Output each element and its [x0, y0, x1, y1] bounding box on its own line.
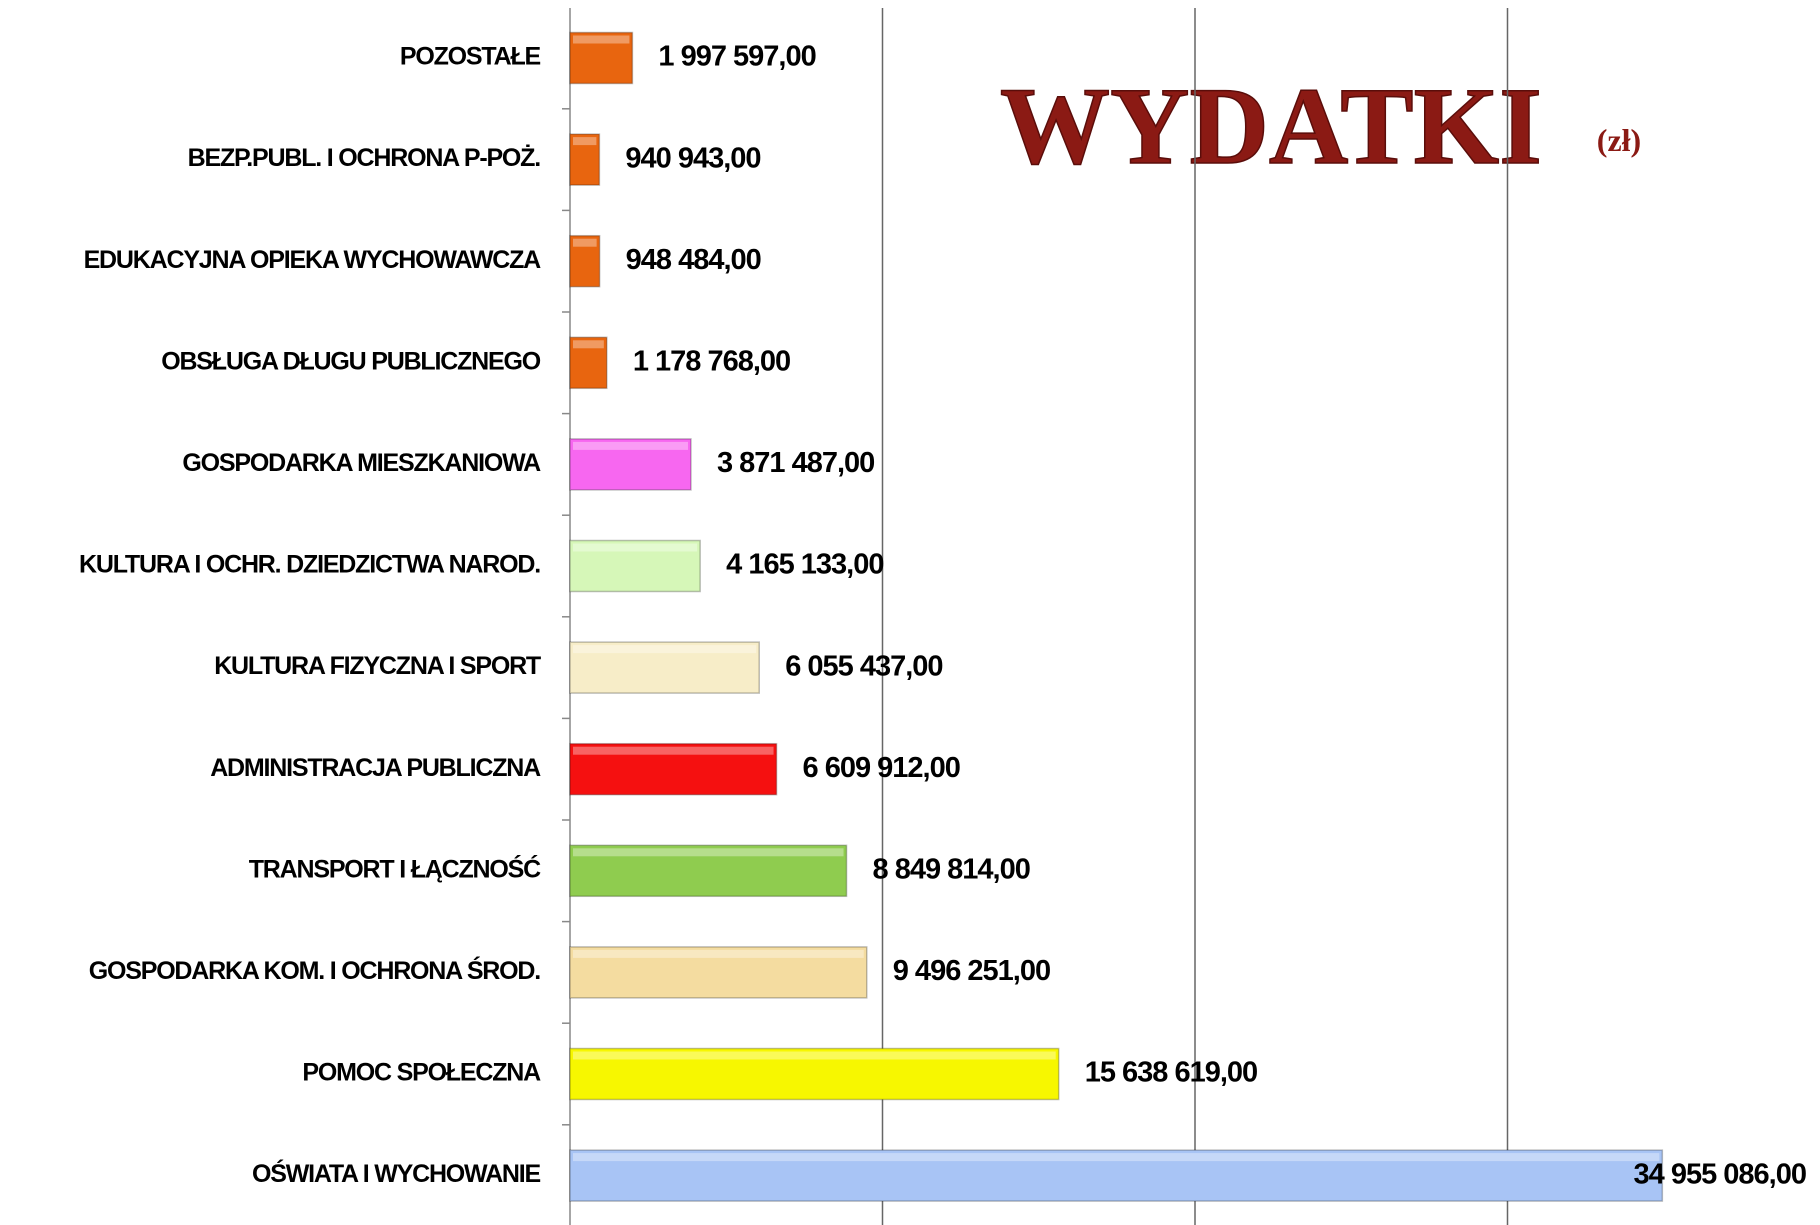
bar [569, 742, 778, 796]
category-label: TRANSPORT I ŁĄCZNOŚĆ [249, 853, 541, 883]
category-label: ADMINISTRACJA PUBLICZNA [210, 754, 541, 782]
category-label: GOSPODARKA KOM. I OCHRONA ŚROD. [89, 955, 540, 985]
value-label: 940 943,00 [625, 142, 760, 174]
bar [569, 1149, 1664, 1202]
category-label: EDUKACYJNA OPIEKA WYCHOWAWCZA [84, 246, 542, 274]
value-label: 34 955 086,00 [1634, 1158, 1806, 1190]
category-label: POMOC SPOŁECZNA [302, 1059, 541, 1087]
bar-highlight [573, 645, 757, 654]
bar-highlight [573, 238, 597, 247]
value-label: 6 055 437,00 [785, 650, 942, 682]
value-label: 3 871 487,00 [717, 447, 874, 479]
bar-highlight [573, 441, 688, 450]
bar [569, 336, 608, 390]
chart-subtitle: (zł) [1597, 122, 1641, 158]
category-label: GOSPODARKA MIESZKANIOWA [182, 449, 541, 477]
bar [569, 539, 701, 593]
bar-highlight [573, 543, 698, 552]
category-label: POZOSTAŁE [400, 43, 541, 71]
value-label: 1 178 768,00 [633, 345, 790, 377]
bar [569, 844, 848, 898]
value-label: 1 997 597,00 [658, 41, 815, 73]
category-label: OŚWIATA I WYCHOWANIE [252, 1158, 541, 1188]
chart-title: WYDATKI [1000, 65, 1542, 187]
bar [569, 1047, 1060, 1101]
value-label: 6 609 912,00 [803, 752, 960, 784]
category-label: KULTURA FIZYCZNA I SPORT [214, 652, 541, 680]
category-label: KULTURA I OCHR. DZIEDZICTWA NAROD. [79, 551, 540, 579]
value-label: 15 638 619,00 [1085, 1057, 1257, 1089]
bar-highlight [573, 949, 864, 958]
bar-highlight [573, 1051, 1056, 1060]
bar [569, 234, 601, 288]
value-label: 948 484,00 [626, 244, 761, 276]
bar-highlight [573, 1153, 1660, 1162]
value-label: 8 849 814,00 [873, 853, 1030, 885]
value-label: 4 165 133,00 [726, 549, 883, 581]
value-label: 9 496 251,00 [893, 955, 1050, 987]
bar-highlight [573, 35, 630, 44]
bar-highlight [573, 746, 774, 755]
bar-highlight [573, 848, 844, 857]
bar-highlight [573, 340, 604, 349]
bar [569, 31, 634, 85]
category-label: OBSŁUGA DŁUGU PUBLICZNEGO [161, 347, 541, 375]
bar [569, 641, 760, 694]
bar [569, 133, 601, 186]
category-label: BEZP.PUBL. I OCHRONA P-POŻ. [188, 144, 541, 172]
bar [569, 946, 868, 999]
bar-highlight [573, 137, 597, 146]
bar [569, 438, 692, 491]
